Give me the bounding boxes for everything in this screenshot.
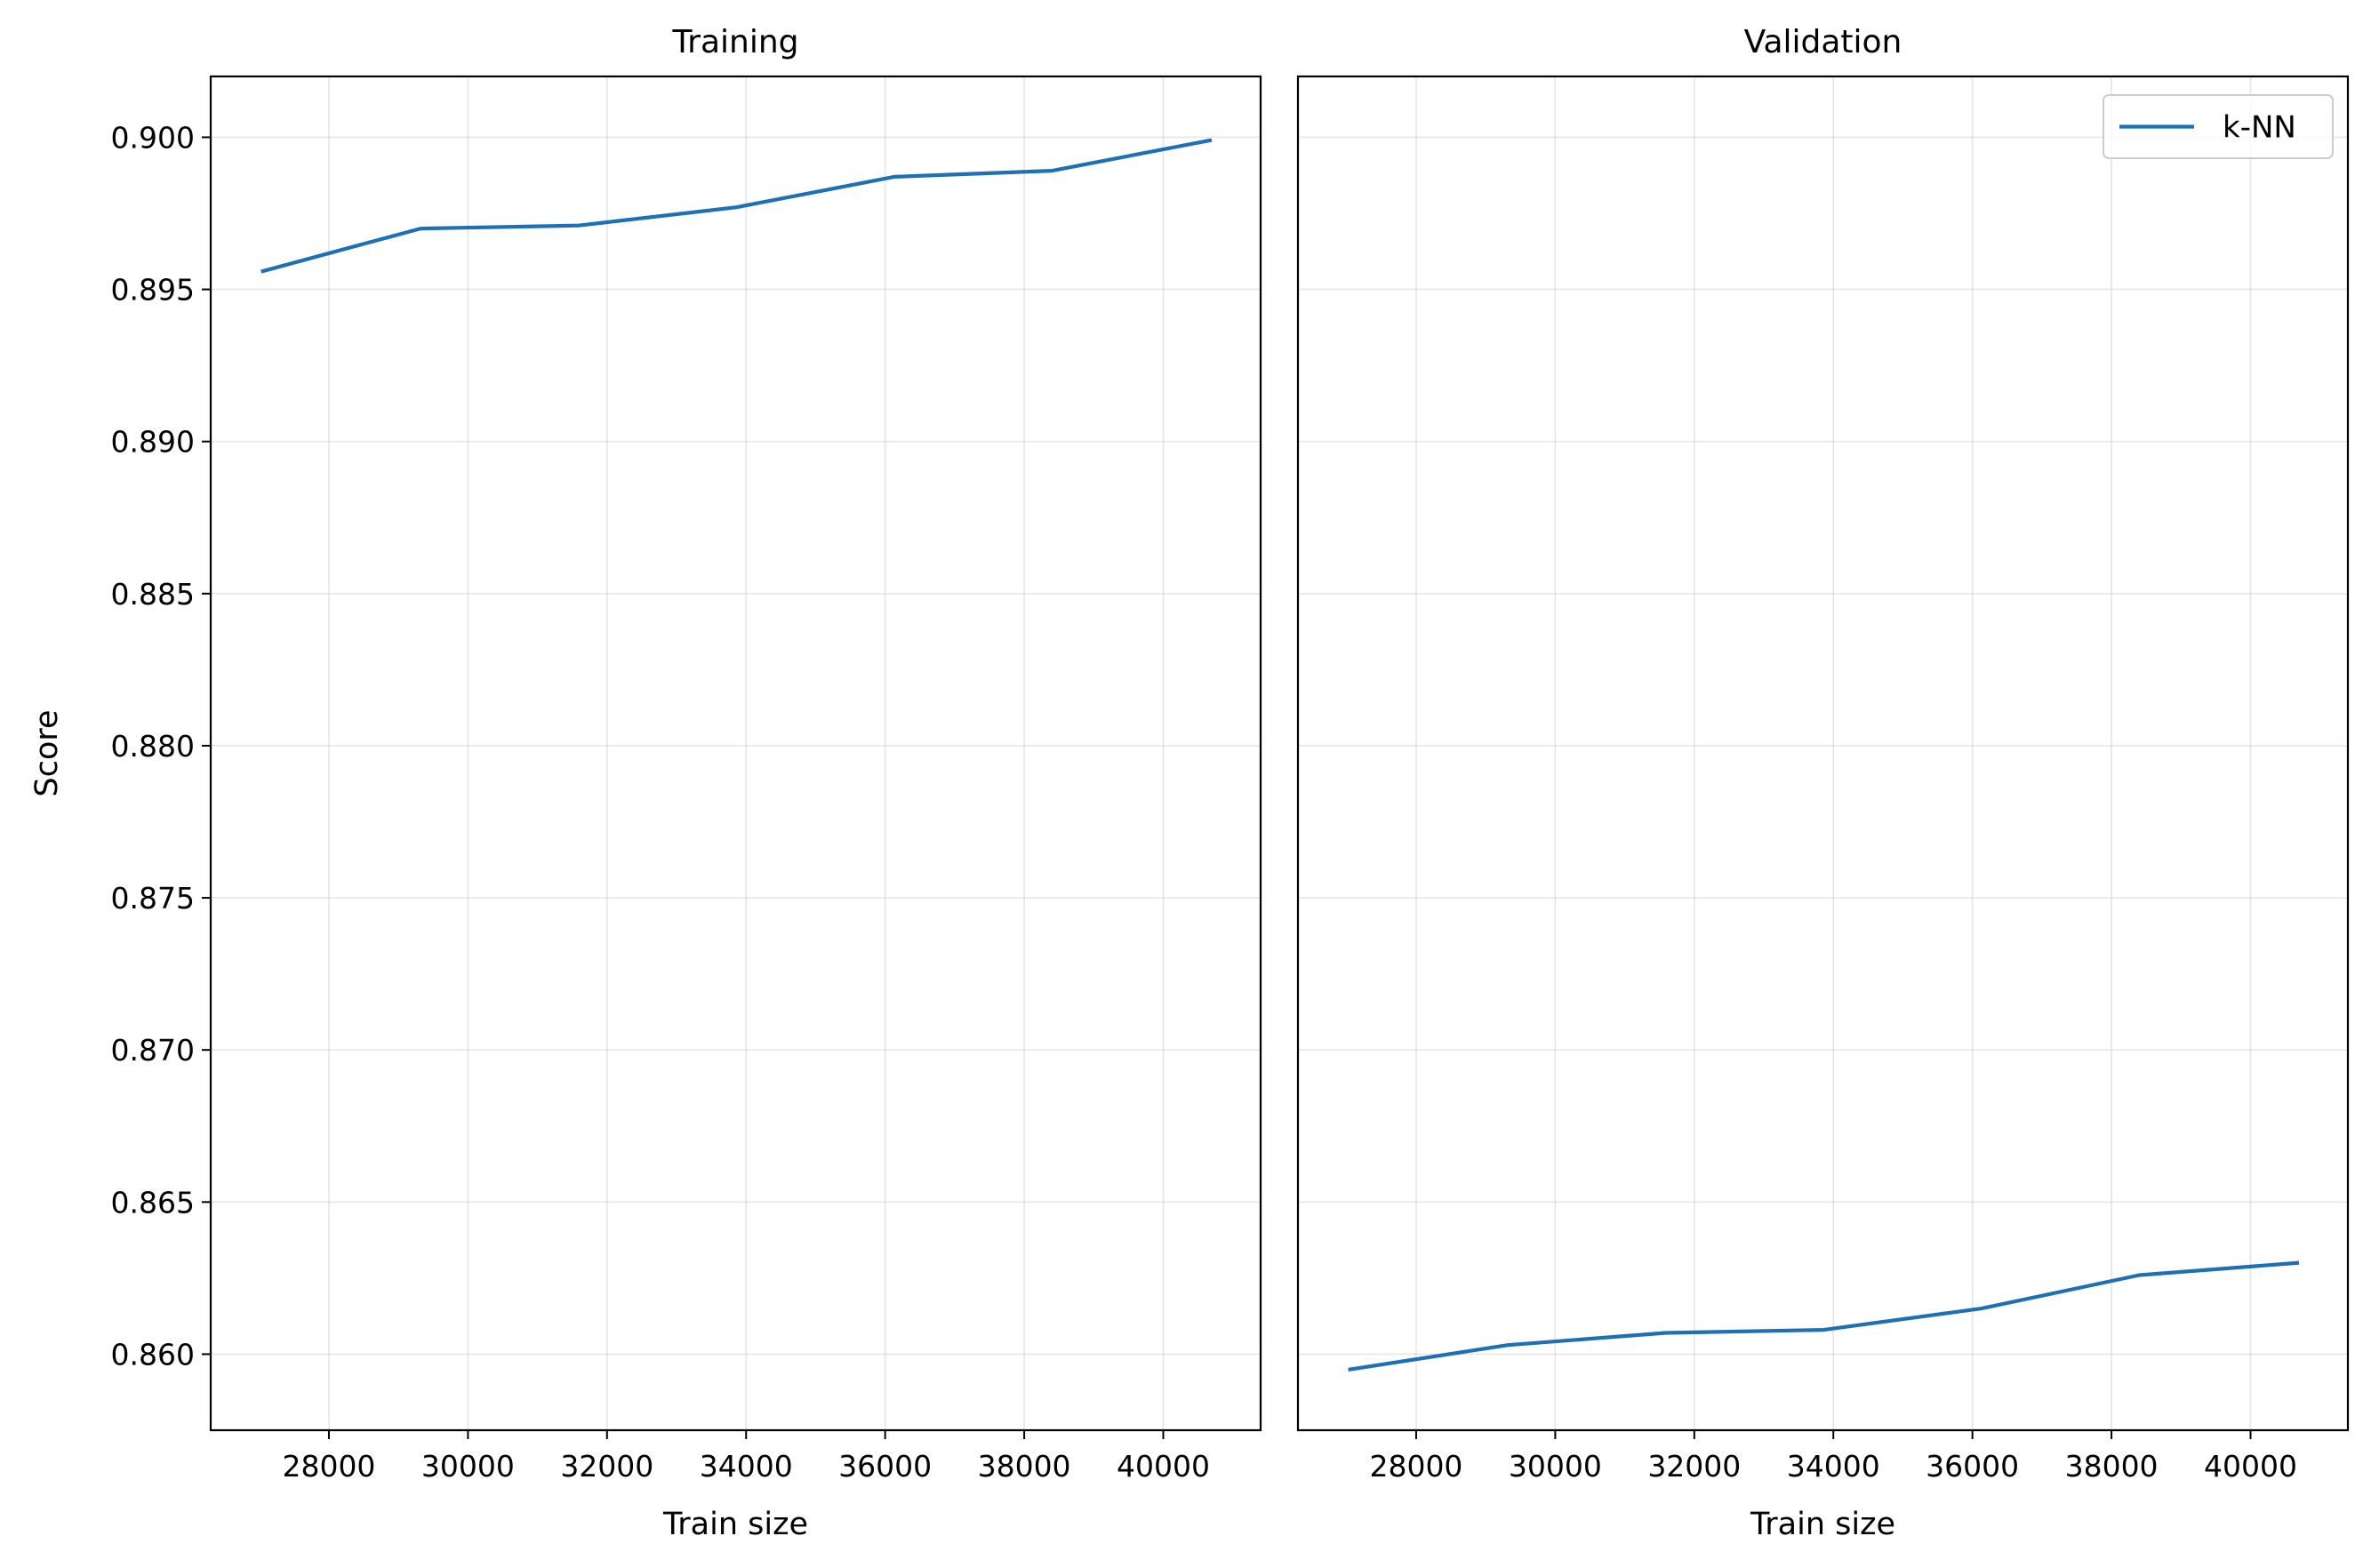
legend-label: k-NN <box>2223 110 2296 146</box>
x-axis-label: Train size <box>662 1507 808 1542</box>
x-tick-label: 34000 <box>700 1449 793 1484</box>
validation-panel: 28000 30000 32000 34000 36000 38000 40000 Valid… <box>1296 24 2350 1542</box>
y-tick-label: 0.900 <box>111 120 195 155</box>
legend: k-NN <box>2103 94 2334 159</box>
x-tick-label: 40000 <box>1117 1449 1210 1484</box>
panel-title: Training <box>671 24 798 60</box>
series-line-k-nn <box>260 138 1213 274</box>
y-axis-label: Score <box>29 709 65 796</box>
x-tick-label: 38000 <box>978 1449 1071 1484</box>
series-line-k-nn <box>1348 1260 2300 1372</box>
x-axis-label: Train size <box>1750 1507 1895 1542</box>
y-tick-label: 0.890 <box>111 425 195 460</box>
x-tick-label: 32000 <box>1647 1449 1741 1484</box>
y-tick-label: 0.885 <box>111 577 195 612</box>
x-tick-label: 38000 <box>2065 1449 2159 1484</box>
y-tick-label: 0.895 <box>111 273 195 308</box>
x-tick-label: 36000 <box>838 1449 932 1484</box>
x-tick-label: 40000 <box>2204 1449 2297 1484</box>
x-tick-label: 30000 <box>421 1449 515 1484</box>
panel-title: Validation <box>1744 24 1902 60</box>
x-tick-label: 28000 <box>1369 1449 1462 1484</box>
x-tick-label: 32000 <box>560 1449 653 1484</box>
y-tick-label: 0.880 <box>111 729 195 764</box>
training-panel: 28000 30000 32000 34000 36000 38000 40000 0.860… <box>29 24 1262 1542</box>
x-tick-label: 36000 <box>1926 1449 2019 1484</box>
y-tick-label: 0.865 <box>111 1185 195 1220</box>
plot-frame <box>1296 75 2350 1432</box>
x-tick-label: 28000 <box>282 1449 375 1484</box>
x-tick-label: 34000 <box>1787 1449 1880 1484</box>
y-tick-label: 0.860 <box>111 1337 195 1372</box>
y-tick-label: 0.875 <box>111 881 195 916</box>
x-tick-label: 30000 <box>1509 1449 1602 1484</box>
legend-box <box>2103 94 2334 159</box>
plot-frame <box>209 75 1262 1432</box>
y-tick-label: 0.870 <box>111 1033 195 1068</box>
